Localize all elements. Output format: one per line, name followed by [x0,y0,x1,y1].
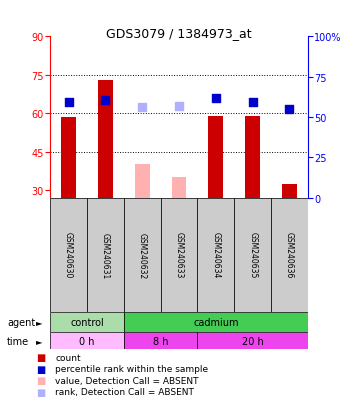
Text: ►: ► [36,318,42,327]
Text: ■: ■ [36,364,45,374]
Text: ■: ■ [36,387,45,397]
Bar [50,332,124,349]
Bar [50,312,124,332]
Text: ►: ► [36,336,42,345]
Text: agent: agent [7,317,35,327]
Bar [197,332,308,349]
Bar [197,198,234,312]
Bar [98,81,113,198]
Point [250,100,256,107]
Bar [245,116,260,198]
Text: cadmium: cadmium [193,317,238,327]
Bar [161,198,197,312]
Bar [135,165,150,198]
Text: ■: ■ [36,352,45,362]
Text: GSM240634: GSM240634 [211,232,220,278]
Text: 0 h: 0 h [79,336,95,346]
Text: time: time [7,336,29,346]
Text: 20 h: 20 h [242,336,263,346]
Bar [50,198,87,312]
Bar [234,198,271,312]
Bar [282,184,297,198]
Bar [87,198,124,312]
Point [102,97,108,104]
Bar [61,118,76,198]
Text: GDS3079 / 1384973_at: GDS3079 / 1384973_at [106,27,252,40]
Text: ■: ■ [36,375,45,385]
Bar [171,178,187,198]
Bar [208,116,223,198]
Point [287,106,292,113]
Text: rank, Detection Call = ABSENT: rank, Detection Call = ABSENT [55,387,194,396]
Point [213,96,219,102]
Point [66,100,71,107]
Text: 8 h: 8 h [153,336,168,346]
Bar [271,198,308,312]
Text: control: control [70,317,104,327]
Point [139,105,145,112]
Text: GSM240632: GSM240632 [138,232,147,278]
Text: count: count [55,353,81,362]
Text: GSM240636: GSM240636 [285,232,294,278]
Bar [124,332,197,349]
Text: GSM240633: GSM240633 [174,232,184,278]
Text: GSM240631: GSM240631 [101,232,110,278]
Bar [124,312,308,332]
Text: GSM240635: GSM240635 [248,232,257,278]
Point [176,104,182,111]
Bar [124,198,161,312]
Text: value, Detection Call = ABSENT: value, Detection Call = ABSENT [55,376,199,385]
Text: GSM240630: GSM240630 [64,232,73,278]
Text: percentile rank within the sample: percentile rank within the sample [55,364,209,373]
